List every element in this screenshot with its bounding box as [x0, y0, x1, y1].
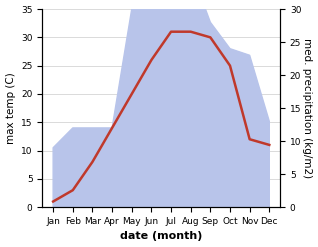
X-axis label: date (month): date (month) [120, 231, 203, 242]
Y-axis label: max temp (C): max temp (C) [5, 72, 16, 144]
Y-axis label: med. precipitation (kg/m2): med. precipitation (kg/m2) [302, 38, 313, 178]
